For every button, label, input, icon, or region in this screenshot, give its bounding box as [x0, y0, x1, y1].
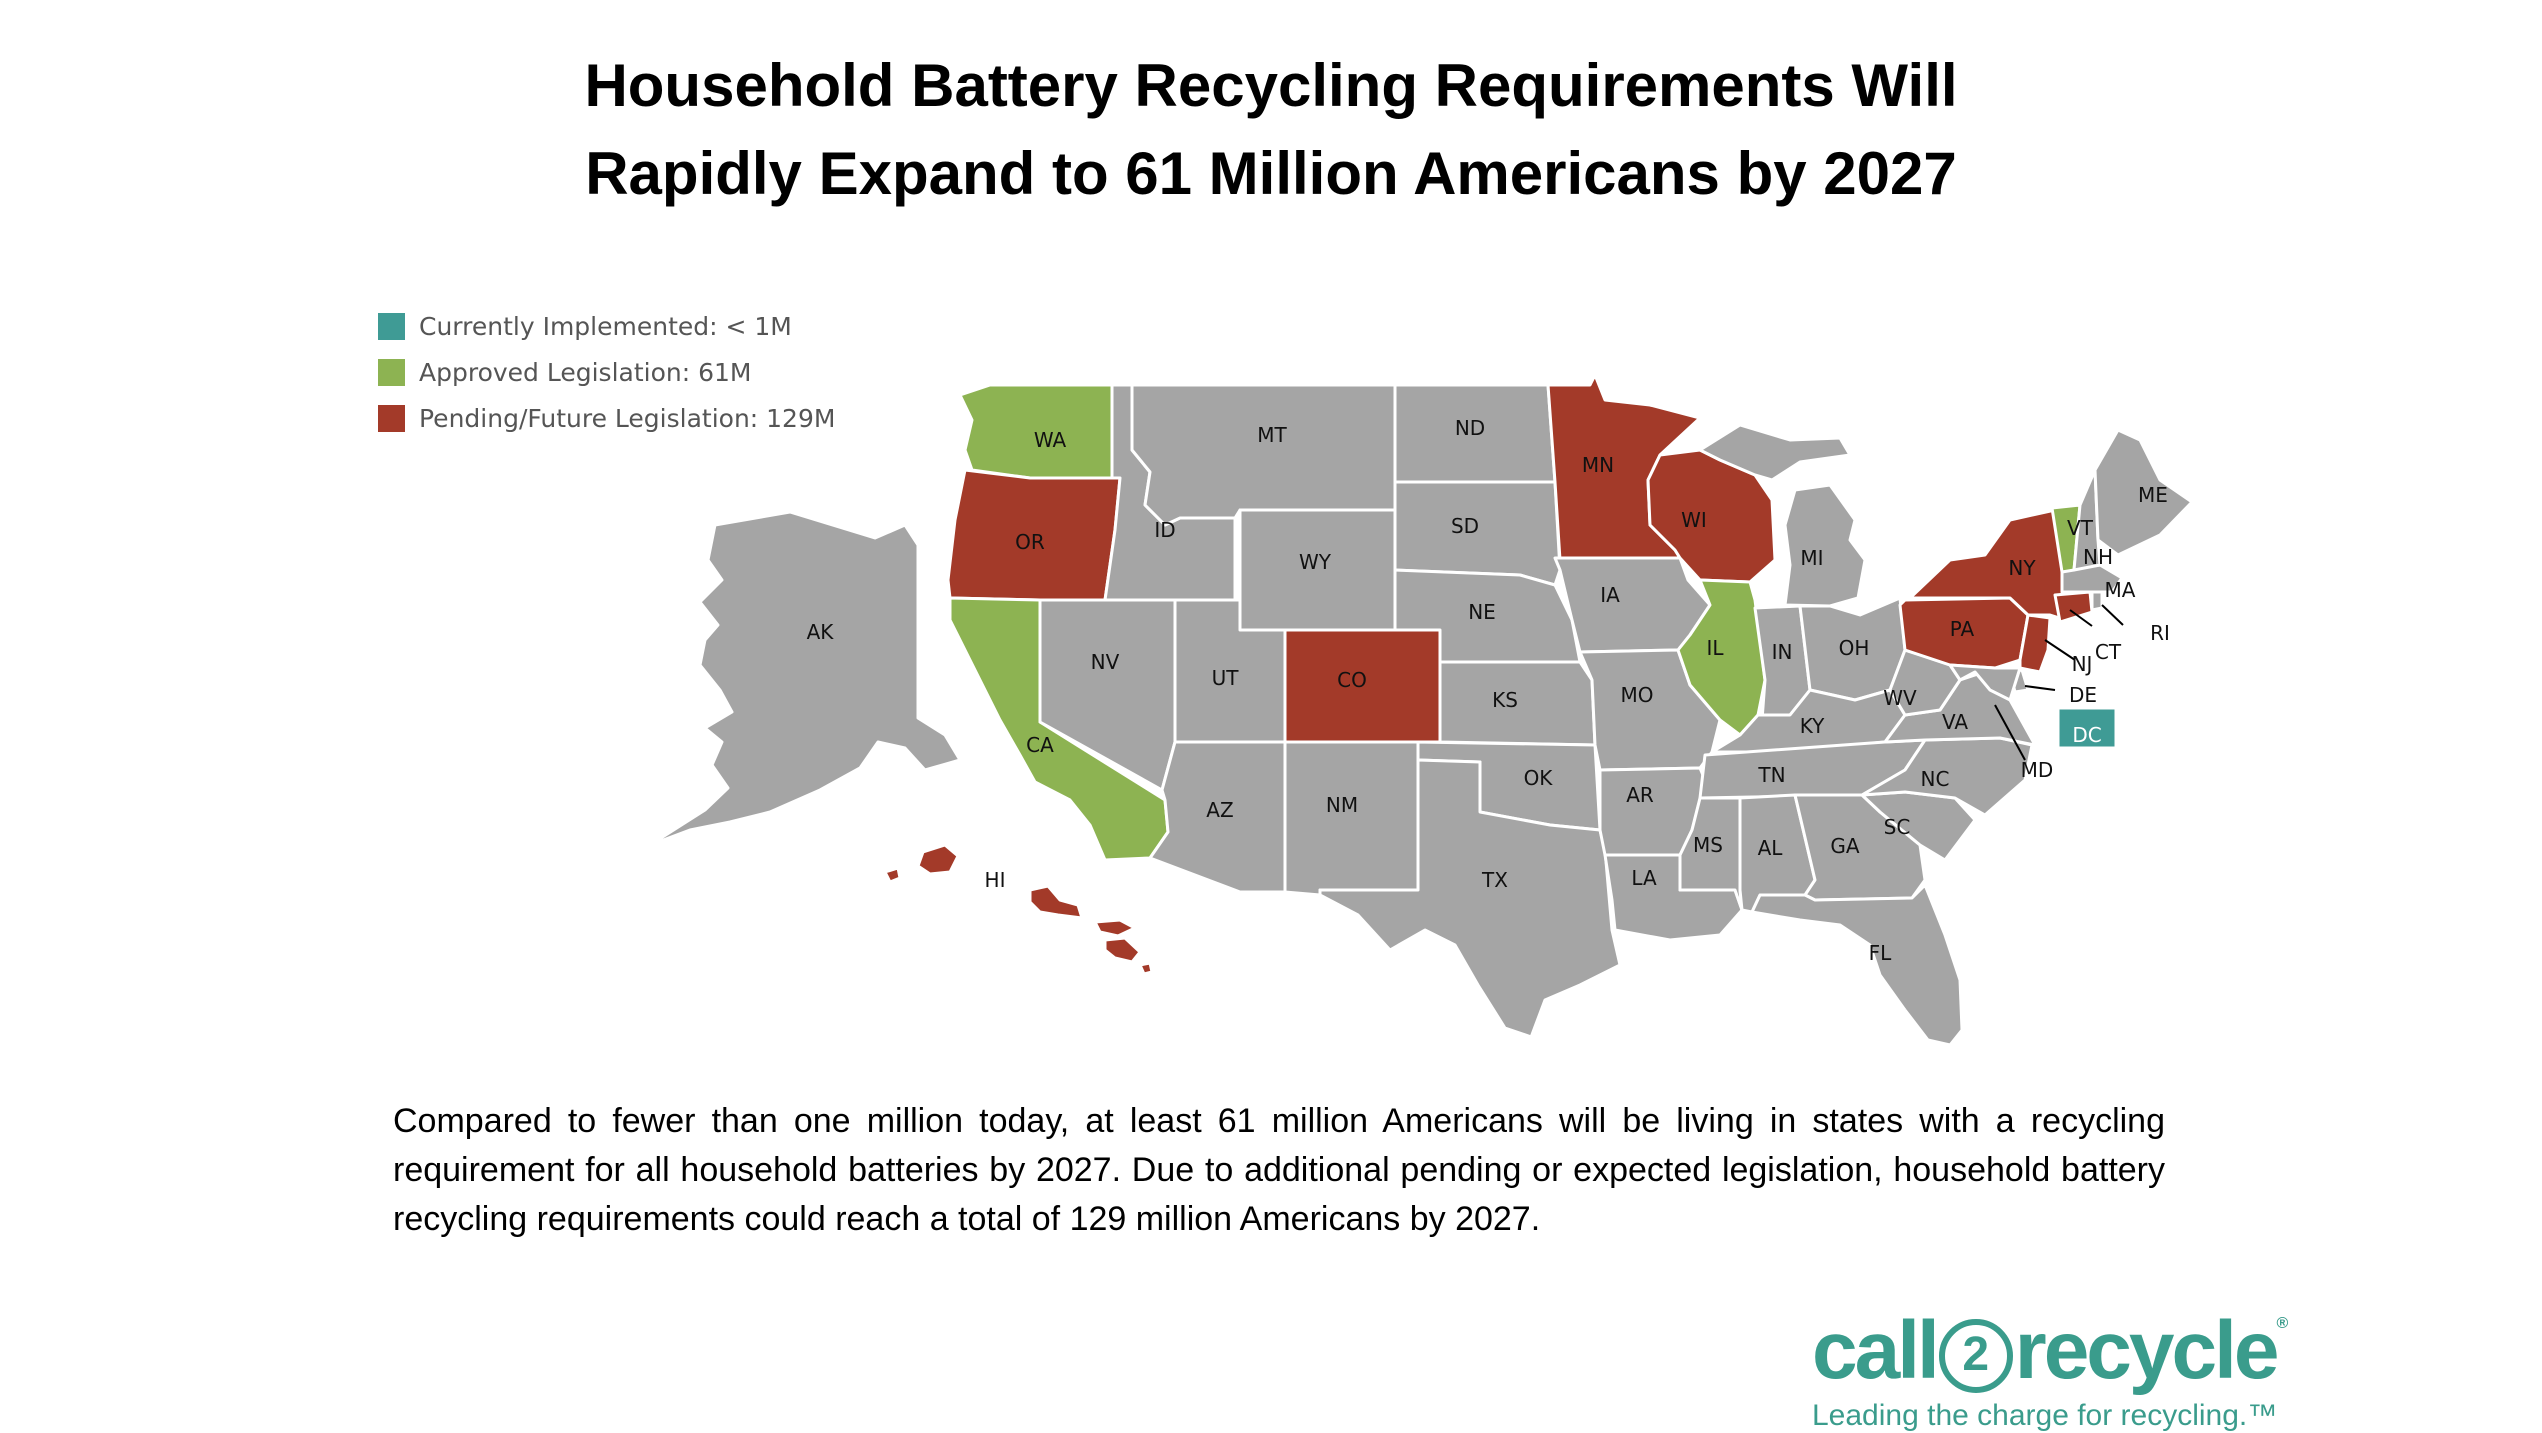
state-label-WV: WV — [1883, 686, 1917, 710]
state-label-TN: TN — [1757, 763, 1785, 787]
state-RI — [2090, 590, 2104, 612]
state-label-IA: IA — [1600, 583, 1620, 607]
logo-two-icon: 2 — [1938, 1319, 2013, 1393]
state-label-AL: AL — [1758, 836, 1784, 860]
title-line-2: Rapidly Expand to 61 Million Americans b… — [585, 140, 1957, 207]
state-label-MS: MS — [1693, 833, 1723, 857]
legend-item-implemented: Currently Implemented: < 1M — [378, 303, 835, 349]
legend-label-implemented: Currently Implemented: < 1M — [419, 311, 792, 341]
legend-item-approved: Approved Legislation: 61M — [378, 349, 835, 395]
state-label-ME: ME — [2138, 483, 2168, 507]
state-label-WA: WA — [1034, 428, 1067, 452]
state-label-CO: CO — [1337, 668, 1367, 692]
state-label-OH: OH — [1839, 636, 1870, 660]
legend-label-approved: Approved Legislation: 61M — [419, 357, 752, 387]
legend-swatch-approved — [378, 358, 405, 386]
state-label-PA: PA — [1950, 617, 1975, 641]
state-MI-UP — [1698, 423, 1852, 482]
state-label-LA: LA — [1631, 866, 1657, 890]
leader-lines — [1994, 604, 2124, 761]
state-label-VA: VA — [1942, 710, 1968, 734]
state-label-DC: DC — [2072, 723, 2101, 747]
state-DC — [2056, 706, 2118, 750]
state-HI-3 — [1028, 884, 1084, 920]
state-label-NY: NY — [2008, 556, 2036, 580]
state-label-AK: AK — [807, 620, 835, 644]
legend-swatch-pending — [378, 404, 405, 432]
legend-label-pending: Pending/Future Legislation: 129M — [419, 403, 836, 433]
state-label-NC: NC — [1921, 767, 1950, 791]
logo-wordmark: call 2 recycle® — [1812, 1278, 2288, 1397]
state-label-OR: OR — [1015, 530, 1045, 554]
state-label-MA: MA — [2105, 578, 2136, 602]
state-HI-5 — [1103, 936, 1142, 964]
state-label-NJ: NJ — [2072, 652, 2093, 676]
state-label-MI: MI — [1800, 546, 1823, 570]
state-label-SD: SD — [1451, 514, 1479, 538]
state-MD — [1948, 663, 2022, 702]
state-NJ — [2018, 613, 2052, 674]
state-HI-4 — [1093, 918, 1137, 938]
state-TX — [1318, 758, 1622, 1042]
state-AK — [648, 510, 962, 847]
state-label-MO: MO — [1621, 683, 1654, 707]
state-HI-1 — [916, 843, 960, 876]
caption: Compared to fewer than one million today… — [393, 1102, 2165, 1238]
legend: Currently Implemented: < 1M Approved Leg… — [378, 303, 835, 441]
state-label-NM: NM — [1326, 793, 1358, 817]
logo-tagline: Leading the charge for recycling.™ — [1812, 1399, 2278, 1432]
state-label-IN: IN — [1772, 640, 1793, 664]
state-MI — [1783, 483, 1867, 608]
state-FL — [1750, 883, 1964, 1047]
state-label-MD: MD — [2021, 758, 2054, 782]
state-label-WI: WI — [1681, 508, 1707, 532]
state-label-OK: OK — [1524, 766, 1554, 790]
legend-item-pending: Pending/Future Legislation: 129M — [378, 395, 835, 441]
state-label-ID: ID — [1154, 518, 1175, 542]
state-label-AZ: AZ — [1206, 798, 1233, 822]
state-label-CA: CA — [1026, 733, 1054, 757]
state-label-HI: HI — [985, 868, 1006, 892]
logo-post: recycle — [2014, 1305, 2280, 1396]
state-label-TX: TX — [1481, 868, 1508, 892]
state-label-NE: NE — [1468, 600, 1496, 624]
state-label-VT: VT — [2067, 516, 2094, 540]
state-CA — [948, 596, 1170, 862]
state-label-ND: ND — [1455, 416, 1485, 440]
state-IL — [1676, 578, 1767, 737]
logo-mark: ® — [2276, 1315, 2289, 1332]
state-NM — [1283, 740, 1420, 897]
state-label-RI: RI — [2150, 621, 2170, 645]
title-line-1: Household Battery Recycling Requirements… — [584, 52, 1958, 119]
state-label-IL: IL — [1706, 636, 1724, 660]
state-NH — [2072, 468, 2102, 572]
page-title: Household Battery Recycling Requirements… — [0, 42, 2542, 218]
state-HI-6 — [1138, 961, 1154, 976]
state-ME — [2093, 428, 2194, 557]
state-label-FL: FL — [1869, 941, 1893, 965]
state-label-MN: MN — [1582, 453, 1614, 477]
state-label-DE: DE — [2069, 683, 2097, 707]
state-CT — [2053, 590, 2094, 624]
state-label-KY: KY — [1800, 714, 1825, 738]
state-label-NH: NH — [2083, 545, 2113, 569]
state-label-GA: GA — [1830, 834, 1859, 858]
state-MT — [1130, 383, 1397, 527]
state-label-WY: WY — [1299, 550, 1332, 574]
state-HI-2 — [883, 866, 902, 884]
legend-swatch-implemented — [378, 312, 405, 340]
state-labels: WA OR CA ID MT WY NV UT AZ CO NM ND SD NE KS OK TX MN IA MO… — [807, 416, 2170, 965]
state-label-MT: MT — [1257, 423, 1287, 447]
state-label-AR: AR — [1626, 783, 1654, 807]
state-label-NV: NV — [1091, 650, 1120, 674]
logo: call 2 recycle® Leading the charge for rec… — [1812, 1278, 2288, 1433]
state-label-CT: CT — [2095, 640, 2122, 664]
us-map: WA OR CA ID MT WY NV UT AZ CO NM ND SD NE KS OK TX MN IA MO… — [648, 373, 2194, 1047]
state-label-UT: UT — [1212, 666, 1240, 690]
logo-pre: call — [1812, 1305, 1940, 1396]
state-label-KS: KS — [1492, 688, 1518, 712]
state-label-SC: SC — [1884, 815, 1911, 839]
